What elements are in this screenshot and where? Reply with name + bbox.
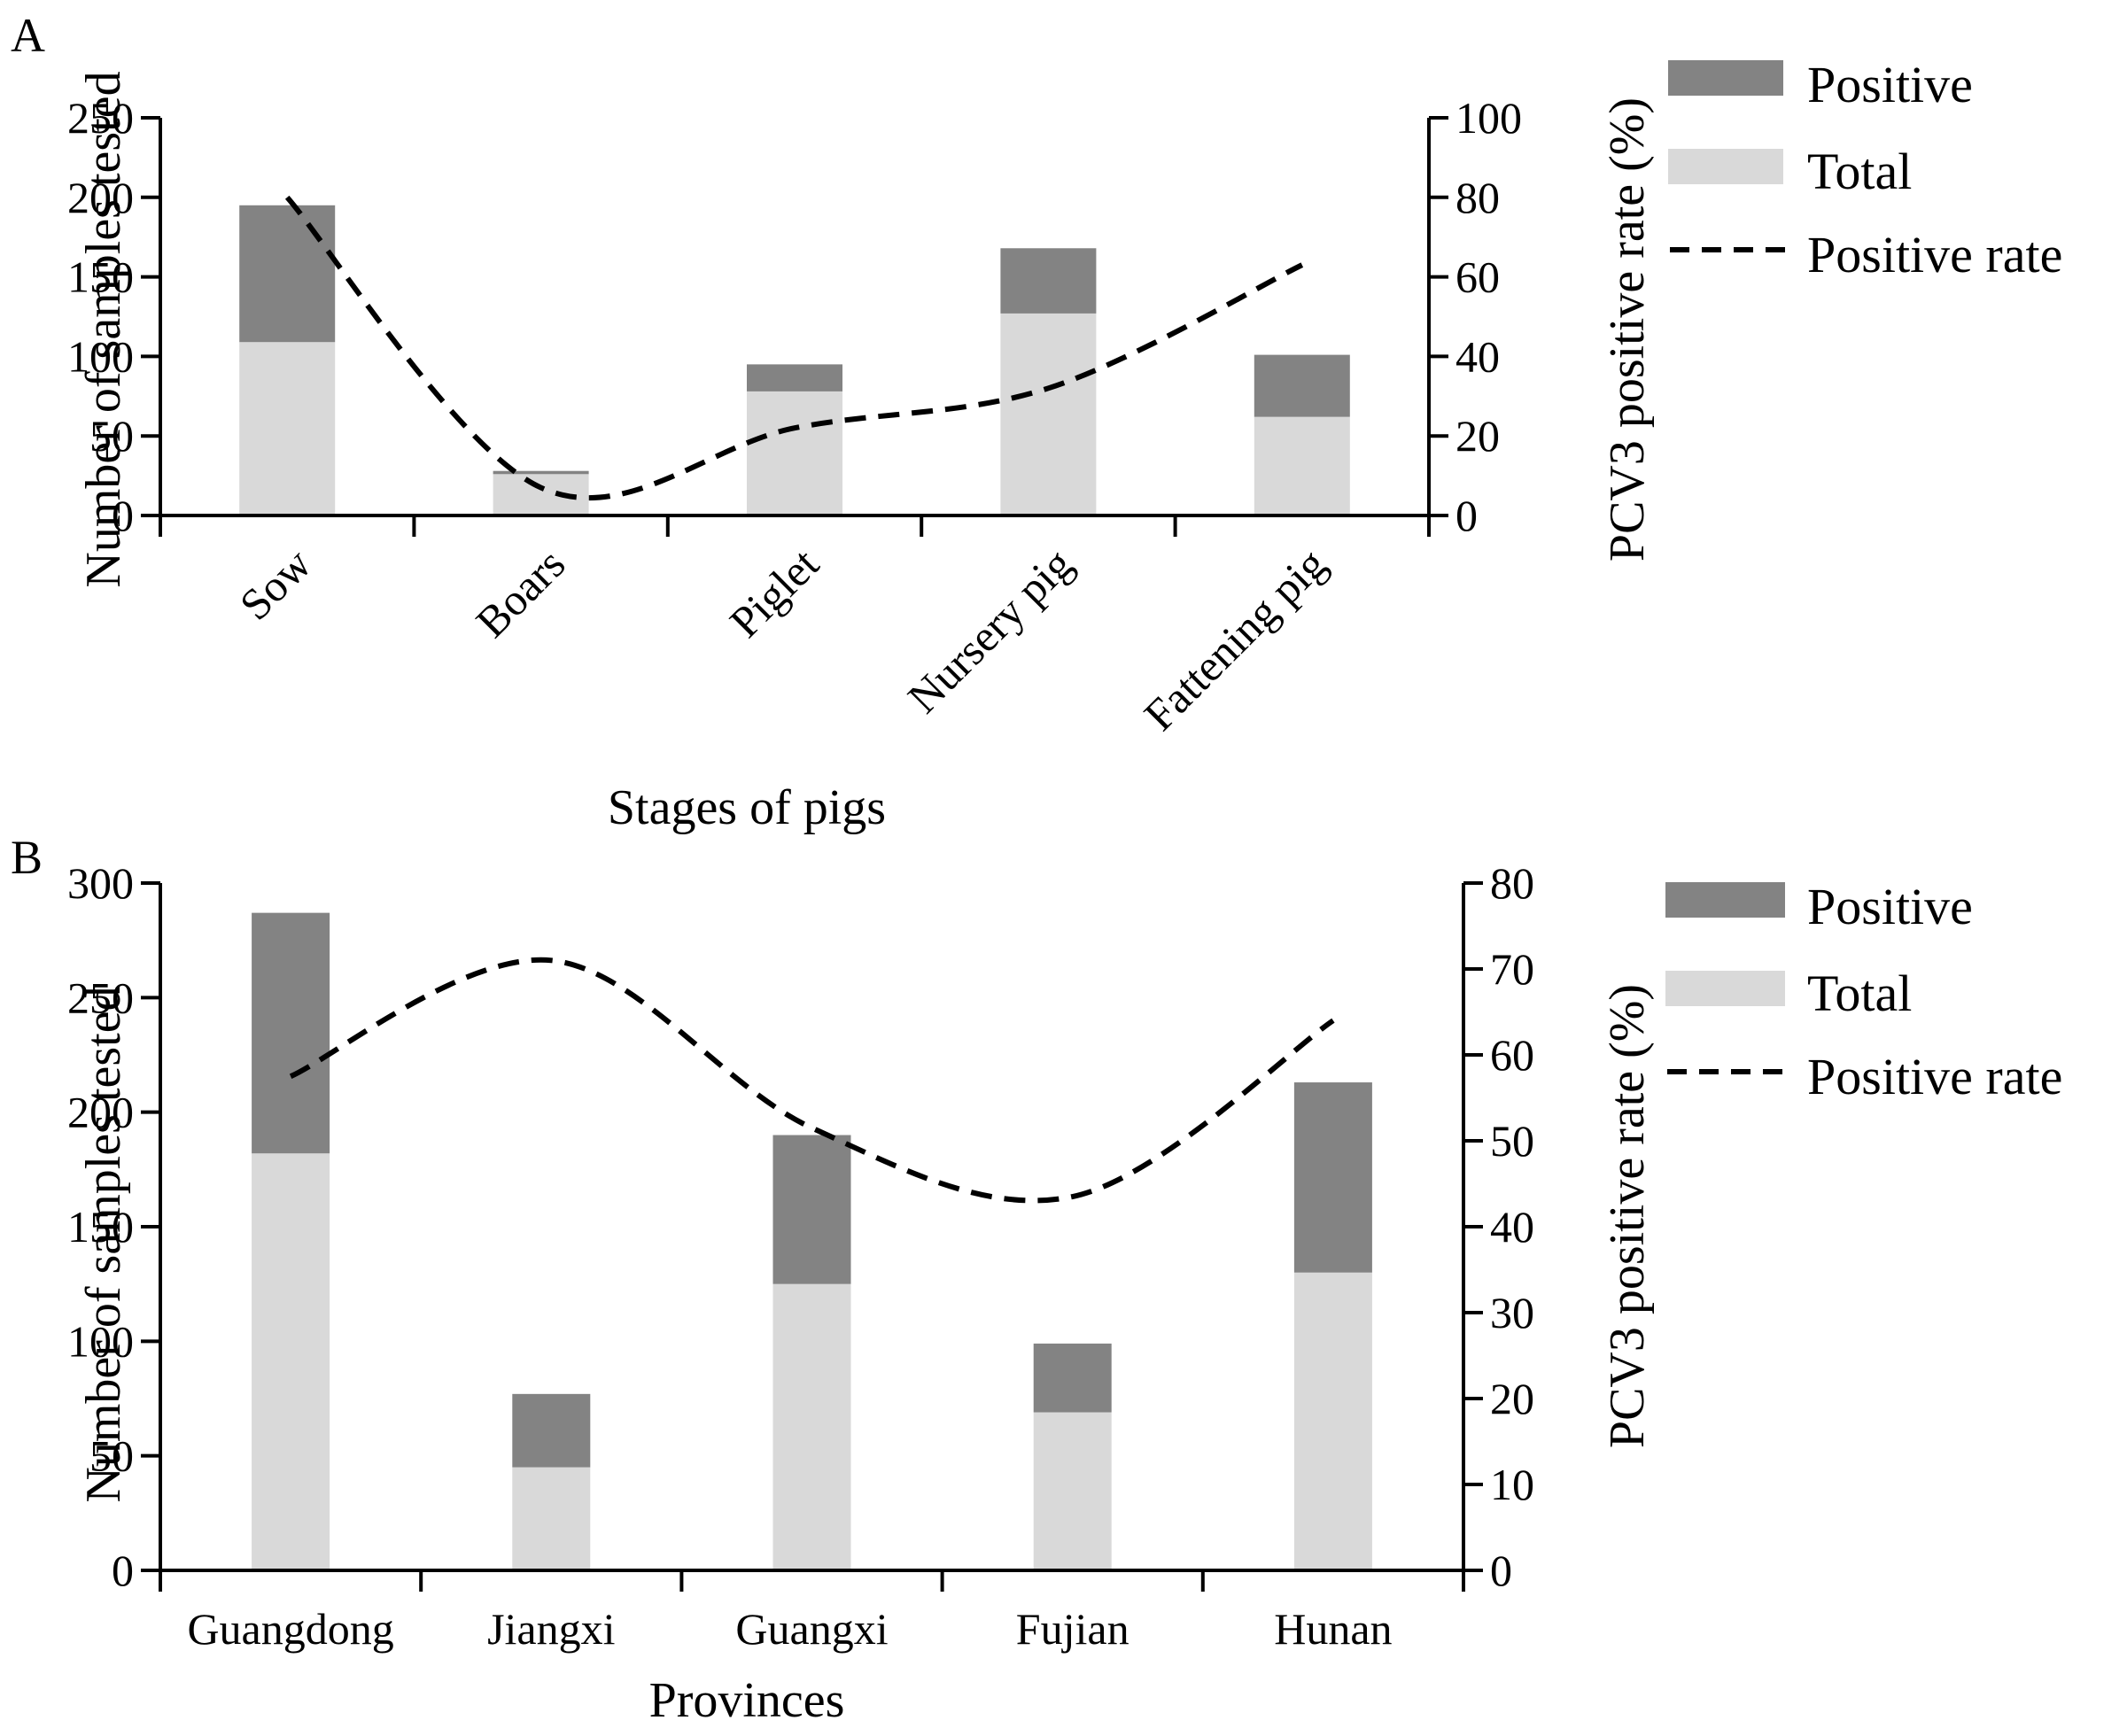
panel-a-category-label-3: Nursery pig bbox=[898, 539, 1083, 723]
panel-a: A Number of samples tested PCV3 positive… bbox=[11, 9, 2062, 835]
panel-b-category-label-1: Jiangxi bbox=[487, 1604, 615, 1654]
panel-b-y2-tick-label-0: 0 bbox=[1490, 1546, 1512, 1595]
panel-b-legend: Positive Total Positive rate bbox=[1665, 878, 2062, 1105]
panel-a-legend-total-swatch bbox=[1668, 149, 1783, 184]
panel-b-y2-tick-label-2: 20 bbox=[1490, 1374, 1534, 1423]
panel-b-bar-total-2 bbox=[772, 1283, 851, 1570]
panel-a-bar-positive-4 bbox=[1254, 354, 1350, 417]
panel-b-y2-tick-label-7: 70 bbox=[1490, 944, 1534, 994]
panel-a-legend-positive-swatch bbox=[1668, 60, 1783, 96]
panel-b-bar-total-0 bbox=[252, 1153, 330, 1570]
panel-b-y2-tick-label-8: 80 bbox=[1490, 858, 1534, 908]
panel-a-y-tick-label-5: 250 bbox=[67, 93, 134, 143]
panel-a-y-tick-label-4: 200 bbox=[67, 173, 134, 222]
panel-a-letter: A bbox=[11, 9, 45, 62]
panel-b-bar-total-3 bbox=[1033, 1412, 1112, 1570]
panel-a-y-tick-label-2: 100 bbox=[67, 331, 134, 381]
panel-b-bar-positive-0 bbox=[252, 912, 330, 1154]
panel-a-category-label-0: Sow bbox=[230, 539, 321, 629]
panel-a-x-axis-title: Stages of pigs bbox=[608, 780, 886, 835]
panel-b-y2-tick-label-1: 10 bbox=[1490, 1460, 1534, 1509]
panel-a-bar-total-3 bbox=[1000, 313, 1097, 515]
panel-b-y-tick-label-0: 0 bbox=[112, 1546, 134, 1595]
panel-b-y-tick-label-2: 100 bbox=[67, 1316, 134, 1366]
panel-a-bars bbox=[239, 205, 1350, 515]
panel-a-y2-tick-label-3: 60 bbox=[1456, 252, 1500, 302]
panel-b-category-label-4: Hunan bbox=[1274, 1604, 1392, 1654]
panel-a-bar-total-4 bbox=[1254, 416, 1350, 515]
panel-b: B Number of samples tested PCV3 positive… bbox=[11, 831, 2062, 1728]
panel-a-legend-positive-label: Positive bbox=[1807, 56, 1973, 113]
panel-b-legend-positive-swatch bbox=[1665, 882, 1785, 918]
panel-b-category-label-0: Guangdong bbox=[187, 1604, 393, 1654]
panel-b-legend-positive-label: Positive bbox=[1807, 878, 1973, 935]
panel-a-y-tick-label-0: 0 bbox=[112, 491, 134, 540]
panel-a-line bbox=[284, 195, 1304, 500]
panel-b-axes: 0 50 100 150 200 250 300 0 10 20 30 40 50 60 70 80 bbox=[67, 858, 1534, 1595]
panel-b-x-axis-title: Provinces bbox=[649, 1673, 845, 1728]
panel-b-y-axis-title: Number of samples tested bbox=[76, 986, 131, 1502]
panel-a-bar-total-2 bbox=[747, 391, 842, 515]
panel-b-category-label-2: Guangxi bbox=[735, 1604, 888, 1654]
panel-a-y2-tick-label-4: 80 bbox=[1456, 173, 1500, 222]
panel-b-bars bbox=[252, 912, 1372, 1570]
panel-b-letter: B bbox=[11, 831, 43, 884]
panel-a-legend-total-label: Total bbox=[1807, 143, 1912, 200]
panel-a-y2-tick-label-2: 40 bbox=[1456, 331, 1500, 381]
panel-b-bar-total-1 bbox=[512, 1467, 591, 1570]
panel-a-bar-positive-1 bbox=[493, 470, 589, 475]
panel-a-legend: Positive Total Positive rate bbox=[1668, 56, 2062, 283]
panel-b-bar-positive-2 bbox=[772, 1135, 851, 1284]
panel-b-cat-labels: Guangdong Jiangxi Guangxi Fujian Hunan bbox=[187, 1604, 1392, 1654]
panel-b-y2-tick-label-6: 60 bbox=[1490, 1030, 1534, 1080]
panel-b-line bbox=[289, 957, 1335, 1204]
panel-a-bar-positive-3 bbox=[1000, 248, 1097, 314]
panel-a-y-tick-label-3: 150 bbox=[67, 252, 134, 302]
panel-b-category-label-3: Fujian bbox=[1016, 1604, 1129, 1654]
panel-a-category-label-2: Piglet bbox=[720, 539, 828, 647]
panel-a-y2-tick-label-5: 100 bbox=[1456, 93, 1522, 143]
panel-a-rate-line bbox=[284, 195, 1304, 500]
panel-a-category-label-1: Boars bbox=[466, 539, 574, 647]
panel-b-rate-line bbox=[289, 957, 1335, 1204]
panel-a-axes: 0 50 100 150 200 250 0 20 40 60 80 100 bbox=[67, 93, 1522, 540]
panel-a-legend-rate-label: Positive rate bbox=[1807, 226, 2062, 283]
panel-a-y-axis-title: Number of samples tested bbox=[76, 71, 131, 587]
panel-a-y2-tick-label-1: 20 bbox=[1456, 411, 1500, 461]
panel-b-y-tick-label-4: 200 bbox=[67, 1088, 134, 1137]
panel-b-bar-positive-3 bbox=[1033, 1343, 1112, 1413]
panel-a-category-label-4: Fattening pig bbox=[1134, 539, 1335, 740]
panel-b-legend-rate-label: Positive rate bbox=[1807, 1048, 2062, 1105]
panel-b-y-tick-label-5: 250 bbox=[67, 973, 134, 1022]
panel-b-bar-positive-4 bbox=[1293, 1082, 1372, 1273]
panel-a-y2-axis-title: PCV3 positive rate (%) bbox=[1600, 97, 1655, 562]
panel-b-legend-total-label: Total bbox=[1807, 965, 1912, 1022]
panel-b-legend-total-swatch bbox=[1665, 971, 1785, 1006]
panel-a-bar-total-0 bbox=[239, 342, 336, 515]
panel-b-y-tick-label-6: 300 bbox=[67, 858, 134, 908]
panel-a-bar-positive-0 bbox=[239, 205, 336, 343]
panel-b-y-tick-label-3: 150 bbox=[67, 1202, 134, 1252]
panel-b-y2-tick-label-4: 40 bbox=[1490, 1202, 1534, 1252]
panel-a-bar-positive-2 bbox=[747, 364, 842, 391]
panel-a-y-tick-label-1: 50 bbox=[89, 411, 134, 461]
panel-b-y2-tick-label-3: 30 bbox=[1490, 1288, 1534, 1337]
panel-b-y2-axis-title: PCV3 positive rate (%) bbox=[1600, 984, 1655, 1448]
panel-b-bar-positive-1 bbox=[512, 1393, 591, 1468]
panel-b-y-tick-label-1: 50 bbox=[89, 1431, 134, 1481]
panel-b-y2-tick-label-5: 50 bbox=[1490, 1116, 1534, 1166]
panel-a-y2-tick-label-0: 0 bbox=[1456, 491, 1478, 540]
panel-a-cat-labels: Sow Boars Piglet Nursery pig Fattening pig bbox=[230, 539, 1336, 740]
panel-b-bar-total-4 bbox=[1293, 1272, 1372, 1570]
